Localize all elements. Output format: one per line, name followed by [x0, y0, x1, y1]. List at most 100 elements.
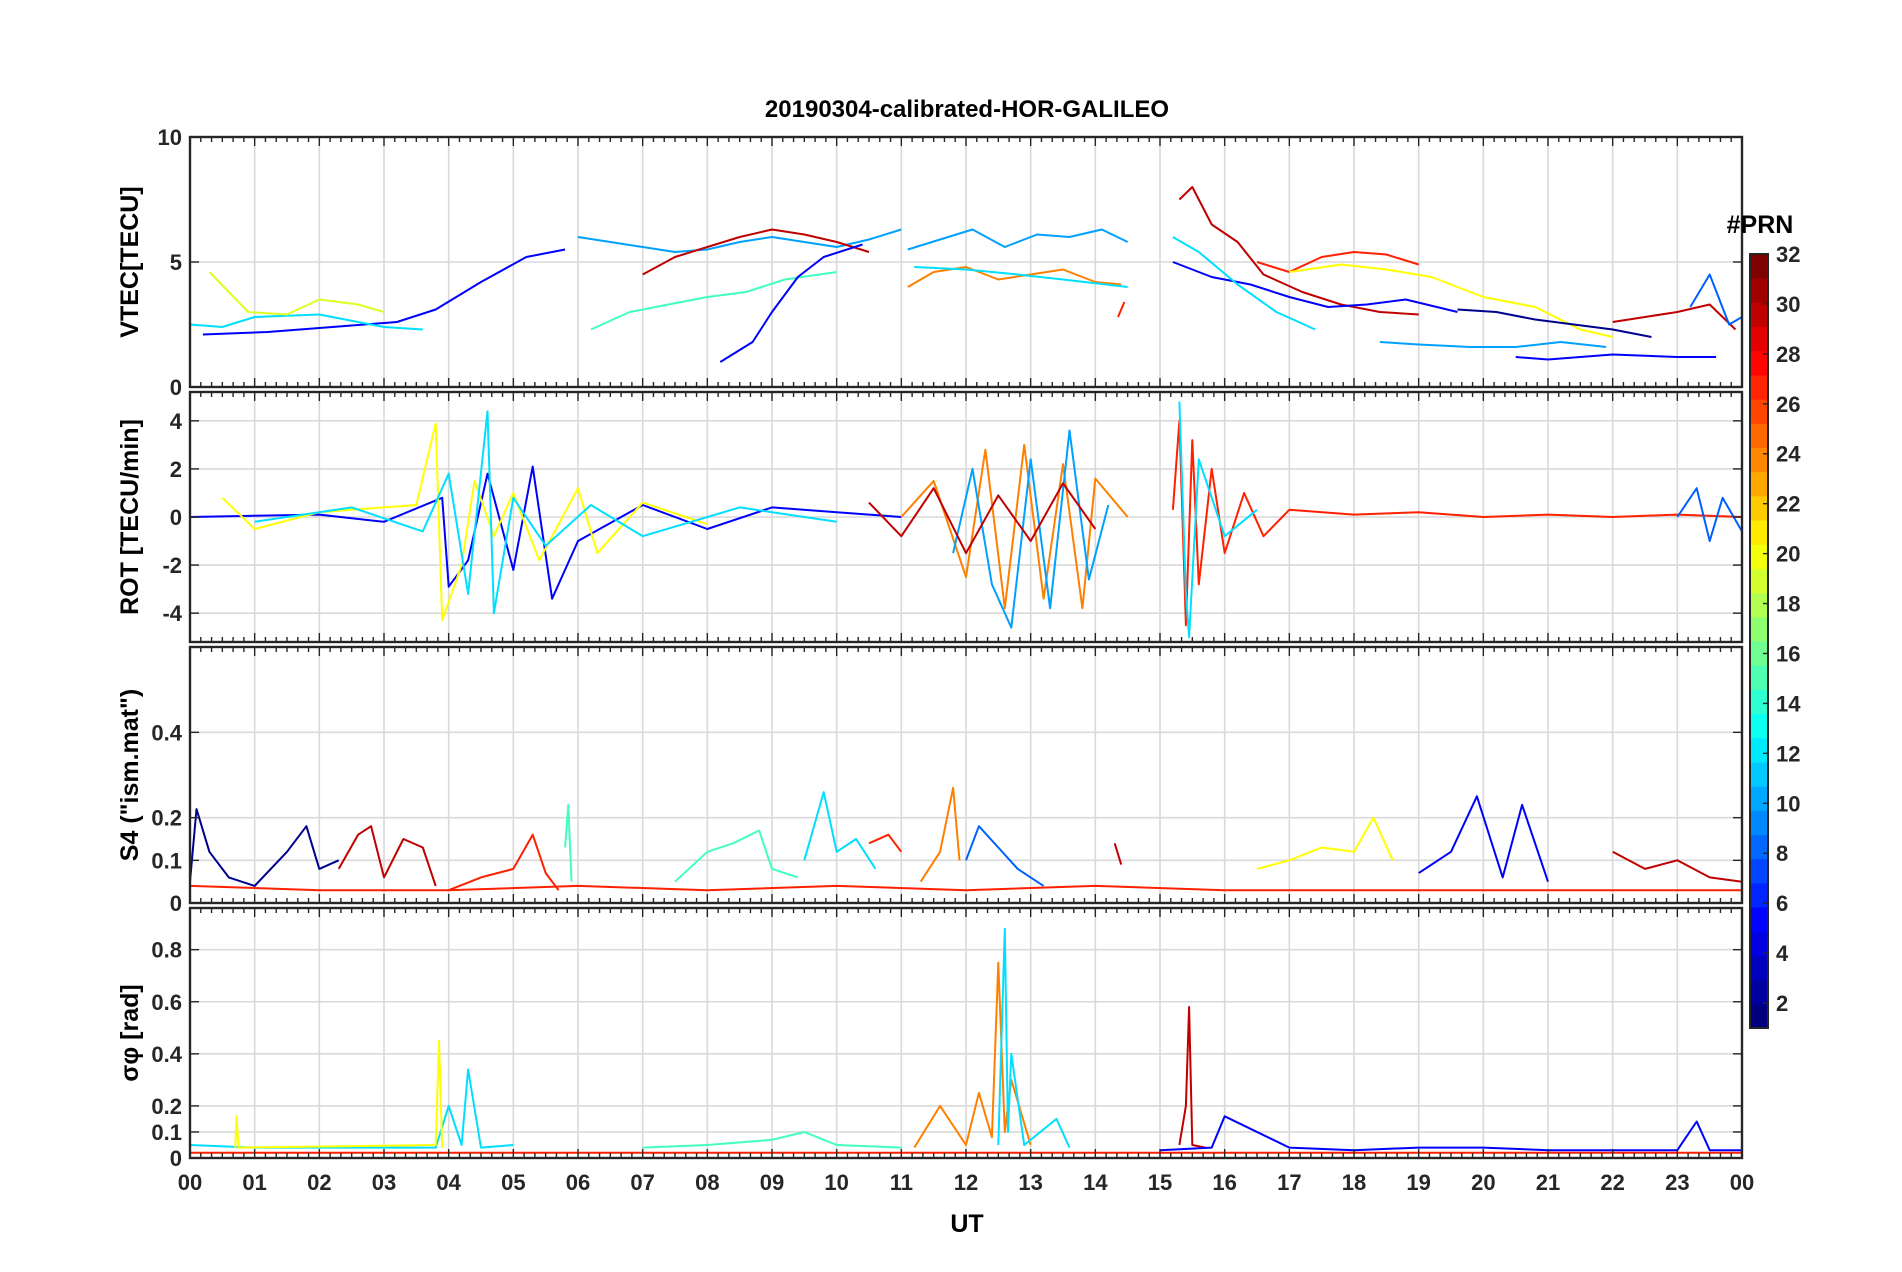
y-tick-label: 2 — [170, 457, 182, 482]
panel-vtec: 0 5 10 VTEC[TECU] — [116, 125, 1744, 400]
y-tick-label: 0 — [170, 891, 182, 916]
series-line-vtec-11 — [1178, 186, 1419, 316]
series-line-sigma_phi-3 — [997, 927, 1071, 1149]
y-axis-label-rot: ROT [TECU/min] — [116, 419, 144, 615]
series-line-vtec-14 — [1172, 261, 1458, 313]
panel-s4: 0 0.1 0.2 0.4 S4 ("ism.mat") — [116, 645, 1744, 916]
y-tick-label: 0.4 — [151, 1042, 182, 1067]
series-line-vtec-20 — [1515, 353, 1717, 361]
series-line-rot-4 — [952, 429, 1110, 629]
colorbar-segment — [1750, 350, 1768, 376]
colorbar-segment — [1750, 374, 1768, 400]
series-line-vtec-6 — [719, 243, 863, 363]
series-line-vtec-16 — [1457, 308, 1652, 338]
x-tick-label: 10 — [824, 1170, 848, 1195]
series-line-vtec-15 — [1172, 236, 1316, 331]
colorbar-tick-label: 26 — [1776, 392, 1800, 417]
y-tick-label: 0.2 — [151, 1094, 182, 1119]
panel-frame — [188, 645, 1744, 905]
series-line-s4-13 — [190, 884, 1742, 892]
colorbar-segment — [1750, 423, 1768, 448]
y-tick-label: 0.6 — [151, 990, 182, 1015]
colorbar-tick-label: 20 — [1776, 542, 1800, 567]
series-line-vtec-7 — [907, 266, 1122, 288]
x-tick-label: 16 — [1212, 1170, 1236, 1195]
colorbar-tick-label: 18 — [1776, 592, 1800, 617]
series-line-sigma_phi-6 — [642, 1131, 902, 1149]
colorbar-tick-label: 24 — [1776, 442, 1801, 467]
x-tick-label: 08 — [695, 1170, 719, 1195]
colorbar-segment — [1750, 616, 1768, 642]
series-line-rot-1 — [221, 422, 708, 622]
series-line-vtec-1 — [190, 313, 423, 331]
series-line-s4-1 — [337, 825, 437, 887]
colorbar-segment — [1750, 568, 1768, 594]
x-tick-label: 03 — [372, 1170, 396, 1195]
series-line-rot-2 — [254, 410, 837, 615]
series-line-s4-10 — [1256, 816, 1394, 870]
series-line-vtec-4 — [642, 228, 870, 276]
colorbar-tick-label: 22 — [1776, 492, 1800, 517]
colorbar-segment — [1750, 592, 1768, 618]
series-line-s4-8 — [965, 825, 1045, 887]
x-tick-label: 09 — [760, 1170, 784, 1195]
colorbar-segment — [1750, 278, 1768, 303]
colorbar-tick-label: 10 — [1776, 791, 1800, 816]
x-tick-label: 21 — [1536, 1170, 1560, 1195]
y-tick-label: 0.1 — [151, 1120, 182, 1145]
colorbar-segment — [1750, 471, 1768, 497]
panel-rot: -4 -2 0 2 4 ROT [TECU/min] — [116, 390, 1744, 644]
colorbar-tick-label: 4 — [1776, 941, 1789, 966]
y-axis-label-s4: S4 ("ism.mat") — [116, 689, 144, 861]
series-line-vtec-9 — [914, 266, 1128, 288]
panel-frame — [188, 390, 1744, 644]
colorbar-segment — [1750, 326, 1768, 352]
colorbar-tick-label: 6 — [1776, 891, 1788, 916]
colorbar-segment — [1750, 689, 1768, 715]
colorbar-segment — [1750, 254, 1768, 279]
panel-frame — [188, 906, 1744, 1160]
series-group — [190, 401, 1742, 639]
x-tick-label: 04 — [436, 1170, 461, 1195]
y-axis-label-sigma_phi: σφ [rad] — [116, 984, 144, 1082]
colorbar-segment — [1750, 907, 1768, 932]
x-tick-label: 02 — [307, 1170, 331, 1195]
series-line-s4-11 — [1418, 795, 1549, 883]
y-tick-label: 0.2 — [151, 806, 182, 831]
colorbar-segment — [1750, 786, 1768, 811]
series-line-vtec-0 — [202, 248, 566, 336]
colorbar-segment — [1750, 665, 1768, 690]
series-line-s4-6 — [868, 833, 903, 853]
y-tick-label: 10 — [158, 125, 182, 150]
series-line-s4-4 — [674, 829, 799, 883]
colorbar-tick-label: 16 — [1776, 641, 1800, 666]
colorbar-segment — [1750, 761, 1768, 787]
y-tick-label: 0 — [170, 505, 182, 530]
x-tick-label: 11 — [890, 1170, 913, 1195]
colorbar-segment — [1750, 834, 1768, 860]
series-line-s4-12 — [1612, 850, 1742, 883]
y-tick-label: 0.4 — [151, 720, 182, 745]
series-line-vtec-17 — [1379, 341, 1607, 348]
x-tick-label: 18 — [1342, 1170, 1366, 1195]
colorbar-label: #PRN — [1727, 211, 1794, 239]
series-line-vtec-12 — [1256, 251, 1419, 273]
series-line-rot-7 — [1178, 401, 1258, 639]
colorbar-segment — [1750, 302, 1768, 328]
y-tick-label: 0.8 — [151, 938, 182, 963]
x-tick-label: 05 — [501, 1170, 525, 1195]
x-tick-label: 17 — [1277, 1170, 1301, 1195]
x-tick-label: 23 — [1665, 1170, 1689, 1195]
colorbar-tick-label: 12 — [1776, 741, 1800, 766]
series-line-vtec-10 — [1117, 301, 1126, 318]
x-tick-label: 14 — [1083, 1170, 1108, 1195]
series-line-rot-8 — [1676, 487, 1742, 542]
figure-title: 20190304-calibrated-HOR-GALILEO — [765, 96, 1169, 123]
colorbar-segment — [1750, 931, 1768, 956]
colorbar-segment — [1750, 810, 1768, 835]
x-tick-label: 00 — [1730, 1170, 1754, 1195]
x-tick-label: 01 — [242, 1170, 266, 1195]
